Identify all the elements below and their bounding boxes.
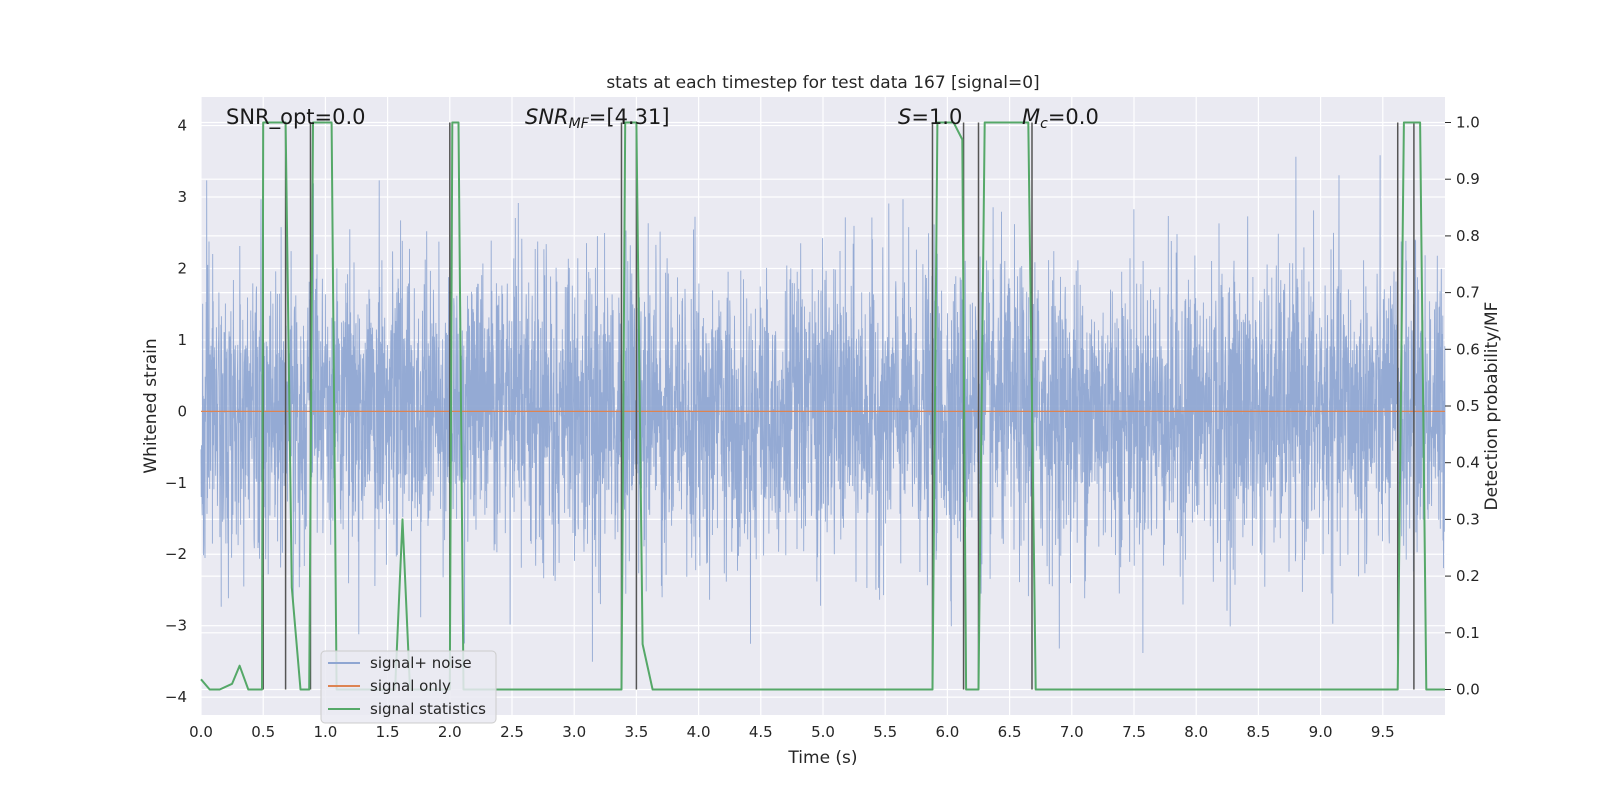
annotation-mc-sub: c [1040, 116, 1048, 132]
y-tick-label: −4 [165, 688, 187, 706]
x-tick-label: 1.5 [376, 723, 400, 741]
legend-label-signal-noise: signal+ noise [370, 654, 472, 672]
right-y-tick-label: 0.7 [1456, 284, 1480, 302]
x-tick-label: 4.5 [749, 723, 773, 741]
right-y-tick-label: 1.0 [1456, 114, 1480, 132]
legend: signal+ noise signal only signal statist… [320, 650, 497, 724]
x-tick-label: 8.0 [1184, 723, 1208, 741]
annotation-snr-opt: SNR_opt=0.0 [226, 105, 366, 130]
right-y-tick-label: 0.0 [1456, 680, 1480, 698]
y-tick-label: 4 [177, 117, 187, 135]
x-tick-label: 5.0 [811, 723, 835, 741]
x-tick-label: 3.0 [562, 723, 586, 741]
y-tick-label: 1 [177, 331, 187, 349]
annotation-snr-mf-value: =[4.31] [589, 105, 670, 129]
right-y-tick-label: 0.3 [1456, 510, 1480, 528]
x-axis-ticks: 0.0 0.5 1.0 1.5 2.0 2.5 3.0 3.5 4.0 4.5 5.0 5.5 6.0 6… [189, 723, 1395, 741]
y-tick-label: 2 [177, 259, 187, 277]
x-tick-label: 2.0 [438, 723, 462, 741]
annotation-snr-mf-sub: MF [569, 116, 590, 132]
x-axis-label: Time (s) [787, 748, 857, 768]
annotation-snr-mf: SNRMF=[4.31] [525, 105, 670, 132]
noise-trace [200, 155, 1446, 662]
right-y-tick-label: 0.8 [1456, 227, 1480, 245]
annotation-s-value: =1.0 [911, 105, 962, 129]
x-tick-label: 5.5 [873, 723, 897, 741]
y-tick-label: 3 [177, 188, 187, 206]
y-axis-ticks: −4 −3 −2 −1 0 1 2 3 4 [165, 117, 187, 707]
right-y-tick-label: 0.4 [1456, 454, 1480, 472]
annotation-mc-main: M [1022, 105, 1040, 129]
chart-title: stats at each timestep for test data 167… [606, 73, 1039, 93]
right-y-tick-label: 0.5 [1456, 397, 1480, 415]
right-y-axis-label: Detection probability/MF [1482, 302, 1502, 511]
series-signal-noise [200, 155, 1446, 662]
right-y-tick-label: 0.2 [1456, 567, 1480, 585]
x-tick-label: 9.5 [1371, 723, 1395, 741]
x-tick-label: 1.0 [313, 723, 337, 741]
annotation-mc: Mc=0.0 [1022, 105, 1099, 132]
annotation-s: S=1.0 [898, 105, 962, 129]
y-tick-label: 0 [177, 402, 187, 420]
x-tick-label: 6.0 [935, 723, 959, 741]
annotation-s-main: S [898, 105, 911, 129]
annotation-snr-mf-main: SNR [525, 105, 569, 129]
x-tick-label: 8.5 [1246, 723, 1270, 741]
x-tick-label: 2.5 [500, 723, 524, 741]
x-tick-label: 4.0 [687, 723, 711, 741]
y-tick-label: −1 [165, 474, 187, 492]
right-y-tick-label: 0.9 [1456, 170, 1480, 188]
y-tick-label: −2 [165, 545, 187, 563]
x-tick-label: 3.5 [624, 723, 648, 741]
legend-label-signal-statistics: signal statistics [370, 700, 486, 718]
right-y-axis-ticks: 0.0 0.1 0.2 0.3 0.4 0.5 0.6 0.7 0.8 0.9 1.0 [1445, 114, 1480, 698]
legend-label-signal-only: signal only [370, 677, 451, 695]
x-tick-label: 9.0 [1309, 723, 1333, 741]
right-y-tick-label: 0.1 [1456, 624, 1480, 642]
annotation-mc-value: =0.0 [1048, 105, 1099, 129]
x-tick-label: 0.5 [251, 723, 275, 741]
x-tick-label: 7.0 [1060, 723, 1084, 741]
y-axis-label: Whitened strain [141, 338, 161, 473]
x-tick-label: 6.5 [998, 723, 1022, 741]
legend-box [320, 650, 497, 724]
right-y-tick-label: 0.6 [1456, 340, 1480, 358]
x-tick-label: 7.5 [1122, 723, 1146, 741]
x-tick-label: 0.0 [189, 723, 213, 741]
y-tick-label: −3 [165, 617, 187, 635]
